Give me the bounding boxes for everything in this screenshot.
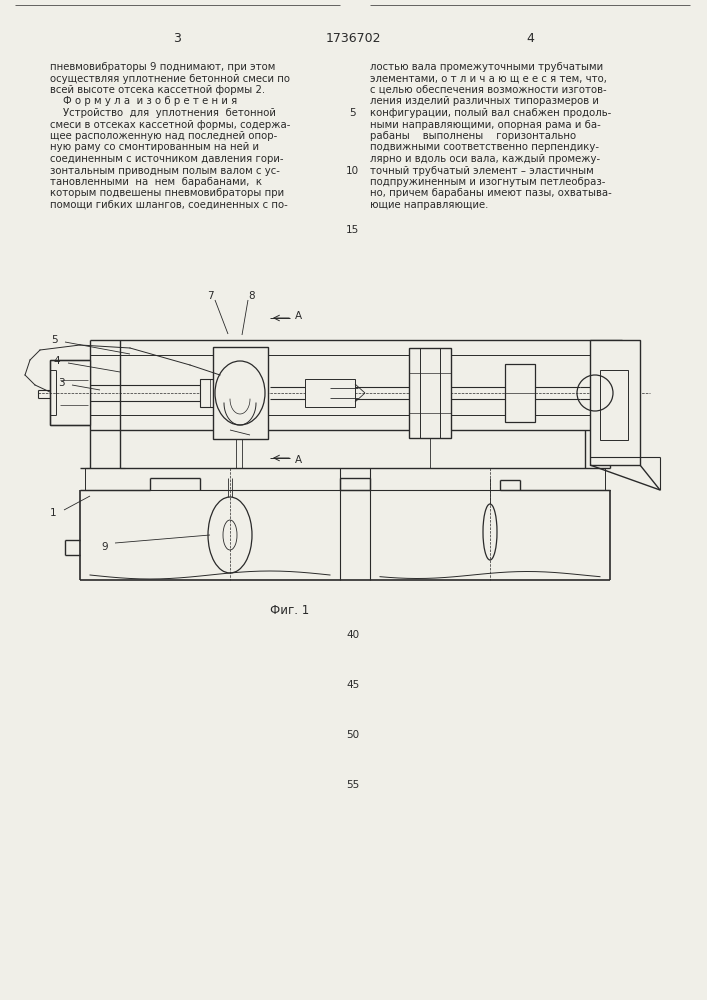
Bar bbox=[505, 364, 535, 422]
Text: но, причем барабаны имеют пазы, охватыва-: но, причем барабаны имеют пазы, охватыва… bbox=[370, 188, 612, 198]
Bar bbox=[600, 370, 628, 440]
Text: ными направляющими, опорная рама и ба-: ными направляющими, опорная рама и ба- bbox=[370, 119, 601, 129]
Text: подвижными соответственно перпендику-: подвижными соответственно перпендику- bbox=[370, 142, 599, 152]
Text: щее расположенную над последней опор-: щее расположенную над последней опор- bbox=[50, 131, 277, 141]
Text: 4: 4 bbox=[526, 31, 534, 44]
Text: 55: 55 bbox=[346, 780, 360, 790]
Text: точный трубчатый элемент – эластичным: точный трубчатый элемент – эластичным bbox=[370, 165, 594, 176]
Text: зонтальным приводным полым валом с ус-: зонтальным приводным полым валом с ус- bbox=[50, 165, 280, 176]
Text: 50: 50 bbox=[346, 730, 360, 740]
Text: 8: 8 bbox=[249, 291, 255, 301]
Text: 3: 3 bbox=[58, 378, 64, 388]
Text: тановленными  на  нем  барабанами,  к: тановленными на нем барабанами, к bbox=[50, 177, 262, 187]
Text: подпружиненным и изогнутым петлеобраз-: подпружиненным и изогнутым петлеобраз- bbox=[370, 177, 605, 187]
Text: осуществляя уплотнение бетонной смеси по: осуществляя уплотнение бетонной смеси по bbox=[50, 74, 290, 84]
Text: 4: 4 bbox=[54, 356, 60, 366]
Text: с целью обеспечения возможности изготов-: с целью обеспечения возможности изготов- bbox=[370, 85, 607, 95]
Text: Устройство  для  уплотнения  бетонной: Устройство для уплотнения бетонной bbox=[50, 108, 276, 118]
Text: 45: 45 bbox=[346, 680, 360, 690]
Text: элементами, о т л и ч а ю щ е е с я тем, что,: элементами, о т л и ч а ю щ е е с я тем,… bbox=[370, 74, 607, 84]
Text: конфигурации, полый вал снабжен продоль-: конфигурации, полый вал снабжен продоль- bbox=[370, 108, 612, 118]
Bar bbox=[50, 360, 90, 425]
Text: 9: 9 bbox=[102, 542, 108, 552]
Text: пневмовибраторы 9 поднимают, при этом: пневмовибраторы 9 поднимают, при этом bbox=[50, 62, 275, 72]
Text: 7: 7 bbox=[206, 291, 214, 301]
Text: ную раму со смонтированным на ней и: ную раму со смонтированным на ней и bbox=[50, 142, 259, 152]
Bar bbox=[409, 348, 451, 438]
Text: лярно и вдоль оси вала, каждый промежу-: лярно и вдоль оси вала, каждый промежу- bbox=[370, 154, 600, 164]
Text: Ф о р м у л а  и з о б р е т е н и я: Ф о р м у л а и з о б р е т е н и я bbox=[50, 97, 238, 106]
Text: 40: 40 bbox=[346, 630, 360, 640]
Bar bbox=[305, 379, 355, 407]
Text: 5: 5 bbox=[349, 108, 356, 118]
Text: 1736702: 1736702 bbox=[325, 31, 381, 44]
Text: всей высоте отсека кассетной формы 2.: всей высоте отсека кассетной формы 2. bbox=[50, 85, 265, 95]
Text: 15: 15 bbox=[346, 225, 358, 235]
Text: которым подвешены пневмовибраторы при: которым подвешены пневмовибраторы при bbox=[50, 188, 284, 198]
Bar bbox=[200, 379, 218, 407]
Text: Фиг. 1: Фиг. 1 bbox=[270, 604, 310, 617]
Text: соединенным с источником давления гори-: соединенным с источником давления гори- bbox=[50, 154, 284, 164]
Text: 5: 5 bbox=[51, 335, 57, 345]
Text: лостью вала промежуточными трубчатыми: лостью вала промежуточными трубчатыми bbox=[370, 62, 603, 72]
Text: ления изделий различных типоразмеров и: ления изделий различных типоразмеров и bbox=[370, 97, 599, 106]
Text: рабаны    выполнены    горизонтально: рабаны выполнены горизонтально bbox=[370, 131, 576, 141]
Text: А: А bbox=[295, 311, 302, 321]
Bar bbox=[213, 347, 268, 439]
Text: помощи гибких шлангов, соединенных с по-: помощи гибких шлангов, соединенных с по- bbox=[50, 200, 288, 210]
Text: 3: 3 bbox=[173, 31, 181, 44]
Text: А: А bbox=[295, 455, 302, 465]
Text: 10: 10 bbox=[346, 165, 358, 176]
Text: ющие направляющие.: ющие направляющие. bbox=[370, 200, 489, 210]
Text: 1: 1 bbox=[49, 508, 57, 518]
Bar bbox=[590, 340, 640, 465]
Text: смеси в отсеках кассетной формы, содержа-: смеси в отсеках кассетной формы, содержа… bbox=[50, 119, 291, 129]
